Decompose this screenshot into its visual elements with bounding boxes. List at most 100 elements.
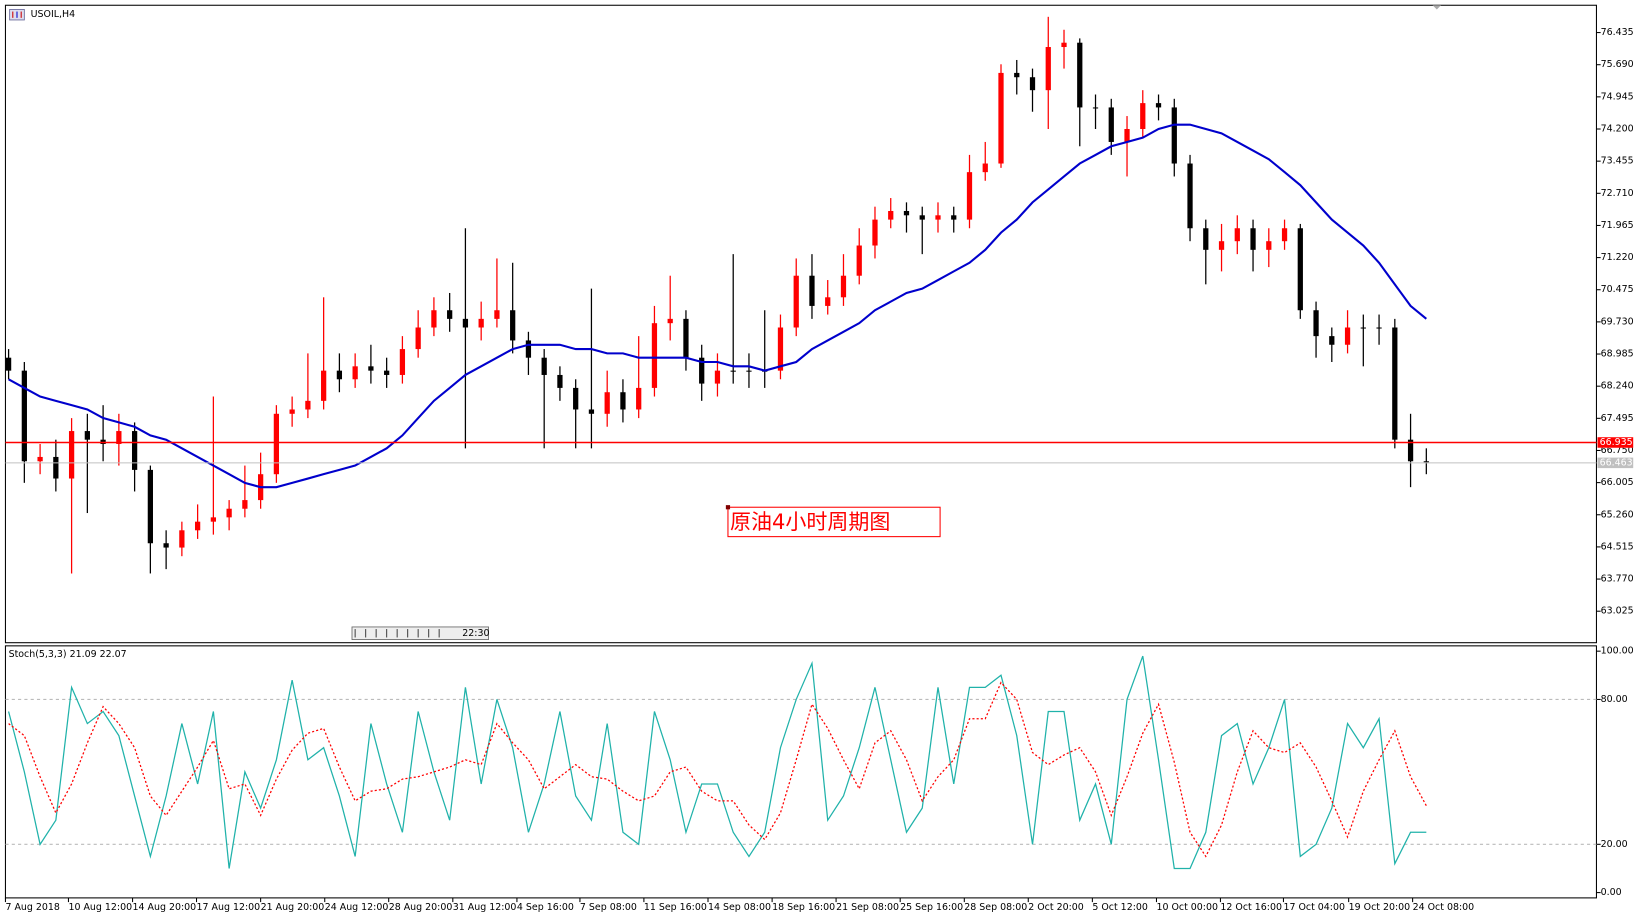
candle-body — [53, 456, 59, 479]
candle-body — [825, 297, 831, 306]
candle-body — [1234, 228, 1240, 242]
candle-body — [1124, 129, 1130, 142]
y-tick-label: 65.260 — [1601, 509, 1634, 520]
candle-body — [1360, 327, 1366, 329]
candle-body — [289, 409, 295, 414]
y-tick-label: 75.690 — [1601, 59, 1634, 70]
candle-body — [573, 387, 579, 410]
scroll-label: 22:30 — [462, 628, 489, 639]
moving-average — [8, 123, 1427, 489]
main-panel — [4, 4, 1597, 644]
y-tick-label: 70.475 — [1601, 284, 1634, 295]
candle-body — [746, 370, 752, 372]
x-tick-label: 21 Aug 20:00 — [261, 902, 325, 913]
stoch-panel — [4, 645, 1597, 899]
candle-body — [384, 370, 390, 375]
x-tick-label: 17 Aug 12:00 — [197, 902, 261, 913]
candle-body — [447, 310, 453, 319]
candle-body — [1171, 107, 1177, 164]
x-tick-label: 7 Aug 2018 — [5, 902, 59, 913]
candle-body — [163, 543, 169, 548]
candle-body — [116, 431, 122, 444]
candle-body — [147, 469, 153, 544]
candle-body — [1329, 336, 1335, 345]
candle-body — [793, 275, 799, 328]
candle-body — [1407, 439, 1414, 462]
candle-body — [84, 431, 90, 440]
candle-body — [1281, 228, 1288, 242]
candle-body — [305, 400, 311, 410]
candle-body — [525, 340, 532, 358]
candle-body — [68, 431, 75, 479]
candle-body — [714, 370, 721, 384]
candle-body — [415, 327, 421, 350]
candle-body — [510, 310, 516, 341]
candle-body — [888, 210, 894, 220]
candle-body — [1140, 103, 1146, 130]
candle-body — [226, 508, 232, 518]
candle-body — [1266, 241, 1272, 250]
y-tick-label: 100.00 — [1601, 646, 1634, 657]
candle-body — [541, 357, 547, 375]
candle-body — [557, 374, 563, 388]
price-tag — [1597, 457, 1634, 469]
x-tick-label: 11 Sep 16:00 — [644, 902, 707, 913]
x-tick-label: 10 Aug 12:00 — [68, 902, 132, 913]
candle-body — [919, 215, 925, 220]
candle-body — [462, 318, 469, 328]
candle-body — [588, 409, 595, 414]
y-tick-label: 71.965 — [1601, 220, 1634, 231]
candle-body — [777, 327, 784, 371]
y-tick-label: 20.00 — [1601, 839, 1628, 850]
candle-body — [1376, 327, 1382, 329]
candle-body — [651, 323, 658, 388]
y-tick-label: 74.200 — [1601, 124, 1634, 135]
x-tick-label: 21 Sep 08:00 — [836, 902, 899, 913]
x-tick-label: 31 Aug 12:00 — [453, 902, 517, 913]
y-tick-label: 69.730 — [1601, 316, 1634, 327]
y-tick-label: 67.495 — [1601, 413, 1634, 424]
candle-body — [872, 219, 878, 246]
candle-body — [604, 392, 610, 414]
y-tick-label: 71.220 — [1601, 252, 1634, 263]
candle-body — [951, 215, 957, 220]
candle-body — [1155, 103, 1162, 108]
y-tick-label: 64.515 — [1601, 541, 1634, 552]
y-tick-label: 74.945 — [1601, 91, 1634, 102]
x-tick-label: 7 Sep 08:00 — [580, 902, 637, 913]
x-tick-label: 14 Aug 20:00 — [133, 902, 197, 913]
candle-body — [321, 370, 327, 401]
candle-body — [730, 370, 736, 372]
candle-body — [210, 517, 217, 522]
candle-body — [336, 370, 343, 380]
candle-body — [194, 521, 201, 531]
candle-body — [1014, 72, 1020, 78]
y-tick-label: 73.455 — [1601, 156, 1634, 167]
candle-body — [1061, 42, 1067, 48]
symbol-icon — [9, 9, 25, 21]
candle-body — [494, 310, 500, 319]
stoch-title: Stoch(5,3,3) 21.09 22.07 — [9, 649, 127, 660]
y-tick-label: 63.025 — [1601, 606, 1634, 617]
candle-body — [1108, 107, 1114, 142]
x-tick-label: 17 Oct 04:00 — [1283, 902, 1345, 913]
y-tick-label: 68.240 — [1601, 381, 1634, 392]
y-tick-label: 68.985 — [1601, 349, 1634, 360]
y-tick-label: 63.770 — [1601, 574, 1634, 585]
y-tick-label: 72.710 — [1601, 188, 1634, 199]
candle-body — [966, 172, 973, 220]
candle-body — [667, 318, 673, 324]
candle-body — [699, 357, 705, 384]
x-tick-label: 28 Sep 08:00 — [964, 902, 1027, 913]
annotation: 原油4小时周期图 — [730, 510, 890, 534]
x-tick-label: 10 Oct 00:00 — [1156, 902, 1218, 913]
x-tick-label: 5 Oct 12:00 — [1092, 902, 1148, 913]
candle-body — [242, 500, 248, 509]
candle-body — [856, 245, 862, 276]
candle-body — [1297, 228, 1303, 311]
candle-body — [935, 215, 941, 220]
candle-body — [1250, 228, 1256, 250]
